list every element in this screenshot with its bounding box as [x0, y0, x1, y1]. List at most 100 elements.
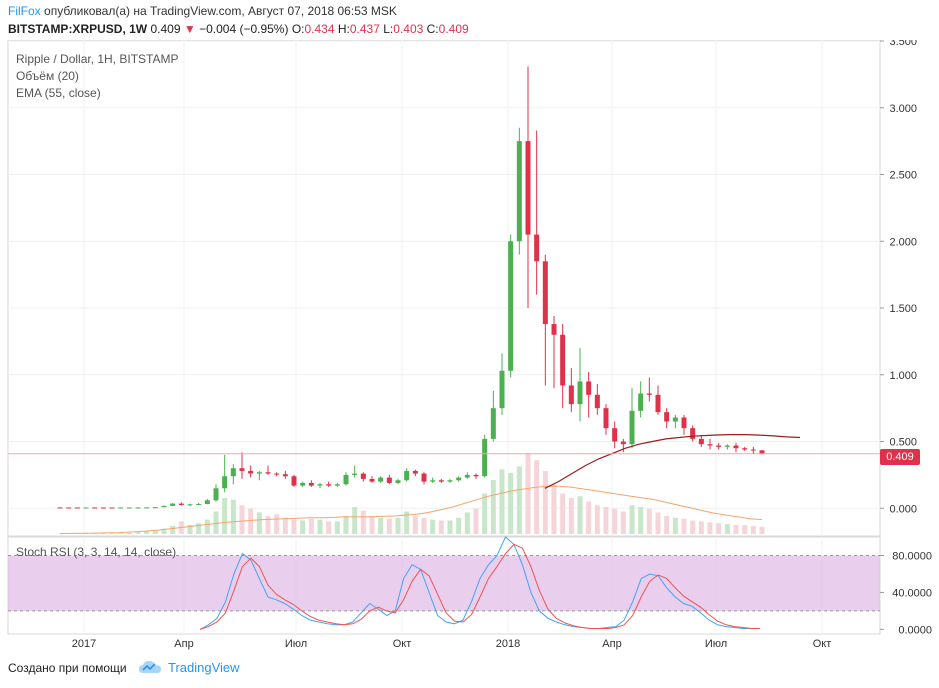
candle — [178, 502, 184, 506]
candle-body — [369, 478, 375, 482]
ema-line — [544, 434, 801, 489]
candle-body — [438, 480, 444, 482]
volume-bar — [499, 469, 505, 534]
candle-body — [742, 448, 748, 450]
candle — [369, 476, 375, 483]
price-tick-label: 3.000 — [889, 103, 917, 115]
candle — [551, 316, 557, 389]
candle-body — [161, 505, 167, 508]
candle-body — [568, 385, 574, 405]
volume-bar — [317, 519, 323, 534]
volume-bar — [672, 517, 678, 534]
candle — [724, 444, 730, 450]
volume-bar — [690, 520, 696, 534]
volume-bar — [698, 521, 704, 534]
candle — [456, 476, 462, 482]
candle — [681, 414, 687, 435]
published-text: опубликовал(а) на TradingView.com, Авгус… — [44, 4, 397, 18]
candle-body — [456, 477, 462, 481]
candle — [464, 472, 470, 479]
candle — [152, 507, 158, 509]
time-tick-label: 2018 — [496, 638, 520, 650]
candle-body — [144, 507, 150, 509]
author-link[interactable]: FilFox — [8, 4, 41, 18]
price-change: −0.004 (−0.95%) — [199, 22, 289, 36]
candle-body — [577, 381, 583, 405]
candle — [655, 385, 661, 415]
candle-body — [291, 476, 297, 486]
candle — [222, 454, 228, 493]
candle — [360, 472, 366, 482]
candle-body — [672, 417, 678, 422]
candle-body — [629, 410, 635, 445]
volume-bar — [421, 517, 427, 534]
volume-bar — [603, 507, 609, 534]
candle-body — [707, 444, 713, 446]
candle — [516, 127, 522, 255]
candle-body — [326, 484, 332, 486]
candle-body — [412, 470, 418, 474]
candle — [256, 470, 262, 481]
candle — [83, 507, 89, 509]
legend-stoch-rsi: Stoch RSI (3, 3, 14, 14, close) — [16, 545, 177, 559]
candle — [698, 434, 704, 447]
chart-canvas[interactable]: 3.500 3.000 2.500 2.000 1.500 1.000 0.500 0.000… — [0, 40, 939, 652]
candle — [525, 66, 531, 309]
legend-volume: Объём (20) — [16, 69, 79, 83]
volume-bar — [135, 532, 141, 534]
candle — [733, 442, 739, 453]
candle — [144, 507, 150, 509]
candle-body — [230, 468, 236, 477]
volume-bar — [560, 493, 566, 534]
candle — [135, 507, 141, 509]
candle — [742, 446, 748, 451]
volume-bar — [334, 521, 340, 534]
candle-body — [698, 438, 704, 445]
volume-bar — [300, 520, 306, 534]
candle-body — [57, 507, 63, 509]
candle — [265, 465, 271, 475]
candle-body — [490, 408, 496, 439]
candle-body — [334, 484, 340, 486]
price-tick-label: 1.000 — [889, 370, 917, 382]
symbol-label[interactable]: BITSTAMP:XRPUSD, 1W — [8, 22, 148, 36]
volume-bar — [92, 533, 98, 534]
ohlc-line: BITSTAMP:XRPUSD, 1W 0.409 ▼ −0.004 (−0.9… — [8, 22, 469, 36]
time-tick-label: Июл — [285, 638, 307, 650]
volume-bar — [482, 493, 488, 534]
volume-bar — [404, 511, 410, 534]
candle-body — [404, 470, 410, 481]
volume-bar — [750, 525, 756, 534]
volume-bar — [464, 512, 470, 534]
candle-body — [222, 476, 228, 489]
candle — [664, 408, 670, 429]
volume-bar — [118, 533, 124, 534]
candle-body — [178, 503, 184, 505]
candle — [161, 505, 167, 508]
candle-body — [170, 503, 176, 506]
candle — [74, 507, 80, 509]
candle — [603, 404, 609, 435]
candle — [672, 414, 678, 429]
volume-bar — [655, 512, 661, 534]
tradingview-logo[interactable]: TradingView — [138, 659, 240, 675]
candle — [66, 507, 72, 509]
candle — [750, 446, 756, 454]
legend-ema: EMA (55, close) — [16, 86, 101, 100]
price-tick-label: 0.000 — [889, 503, 917, 515]
candle-body — [274, 473, 280, 475]
chart-header: FilFox опубликовал(а) на TradingView.com… — [0, 0, 939, 40]
candle-body — [378, 477, 384, 482]
candle-body — [646, 393, 652, 395]
volume-bar — [525, 453, 531, 534]
stoch-k-line — [199, 536, 760, 630]
price-tick-label: 2.500 — [889, 170, 917, 182]
candle — [326, 481, 332, 487]
volume-bar — [109, 533, 115, 534]
candle — [308, 480, 314, 487]
volume-bar — [222, 498, 228, 534]
volume-bar — [542, 471, 548, 534]
candle-body — [508, 241, 514, 371]
time-tick-label: 2017 — [72, 638, 96, 650]
volume-bar — [620, 511, 626, 534]
